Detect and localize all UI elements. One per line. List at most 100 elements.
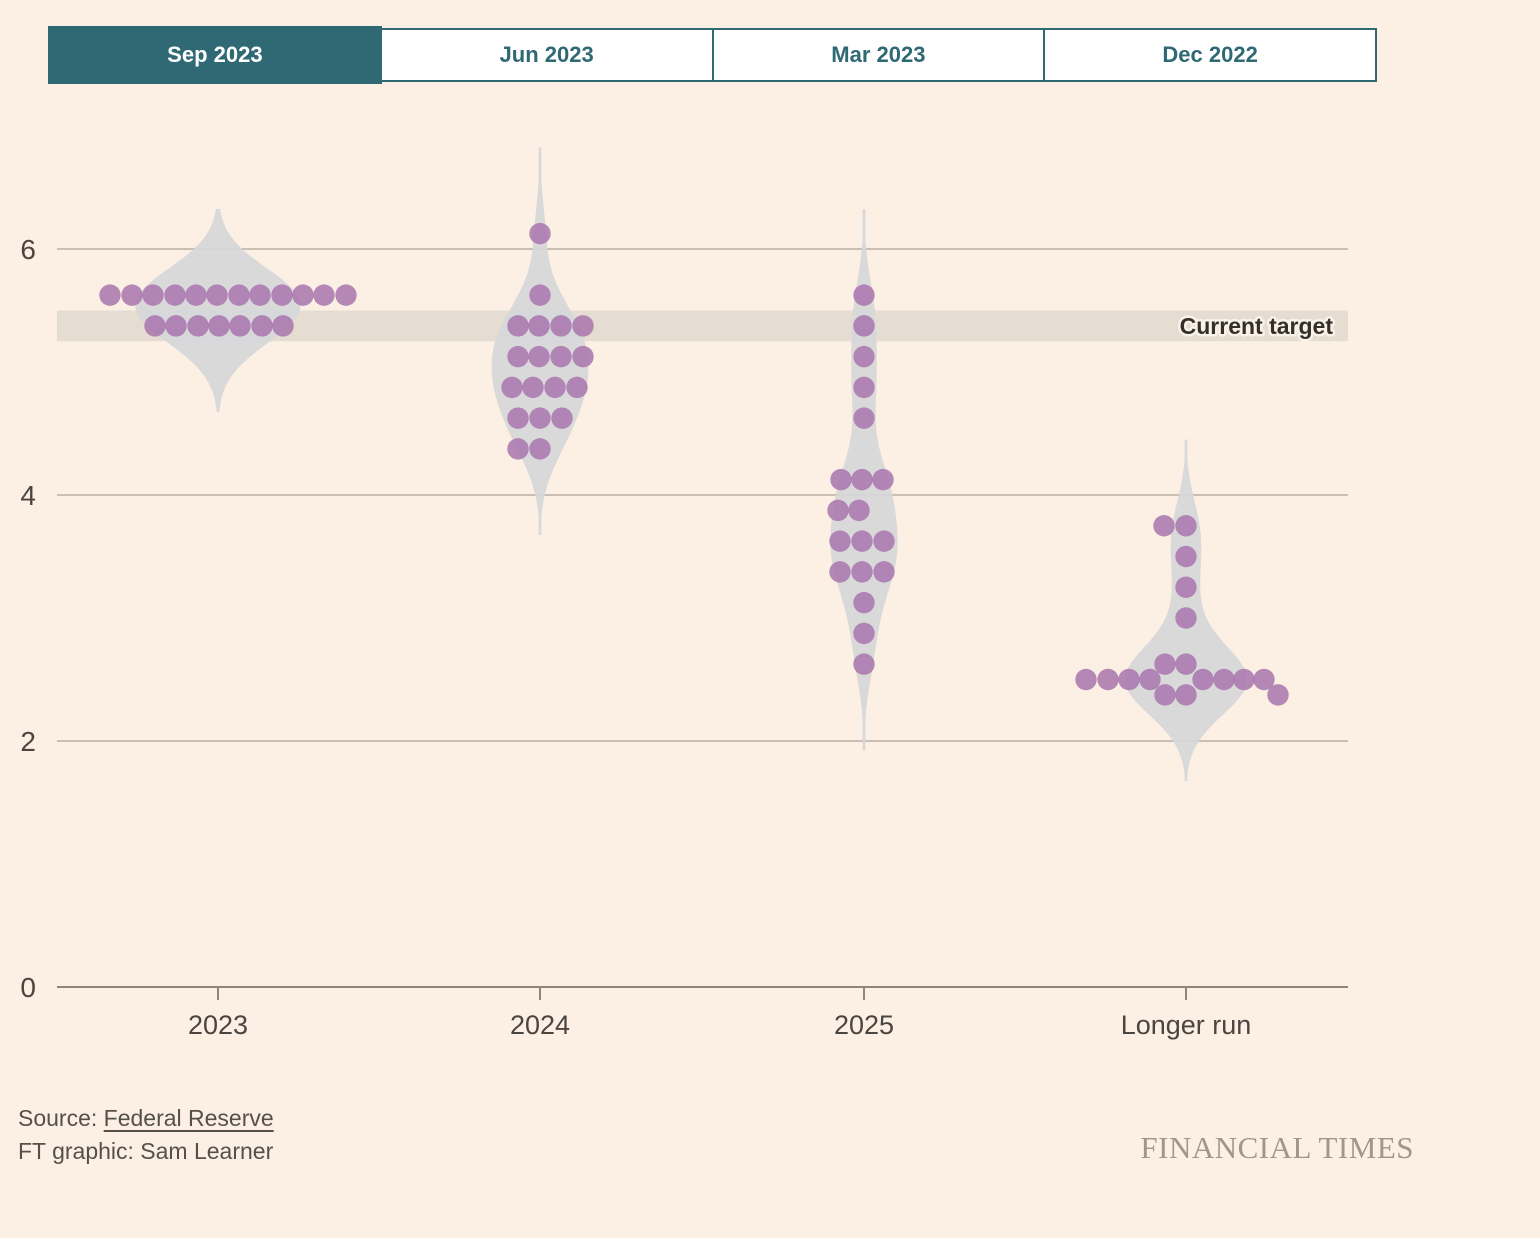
- dot: [228, 284, 250, 306]
- x-axis: 2023 2024 2025 Longer run: [57, 986, 1348, 1040]
- dot: [853, 284, 875, 306]
- dot: [851, 561, 873, 583]
- dot: [1097, 668, 1119, 691]
- dot: [1075, 668, 1097, 691]
- dot: [848, 499, 870, 522]
- dot: [1175, 607, 1197, 629]
- dot: [1175, 576, 1197, 598]
- dot: [1154, 684, 1176, 706]
- dot: [853, 591, 875, 614]
- source-note: Source: Federal Reserve FT graphic: Sam …: [18, 1102, 274, 1168]
- violin-2024: [491, 147, 589, 535]
- dot: [853, 376, 875, 399]
- dot: [507, 407, 529, 429]
- y-tick-label: 6: [20, 234, 36, 265]
- dot: [501, 376, 523, 399]
- dot: [1139, 668, 1161, 691]
- dot: [1153, 515, 1175, 537]
- dot: [528, 345, 550, 368]
- dot: [1175, 515, 1197, 537]
- dot: [1253, 668, 1275, 691]
- dot: [187, 315, 209, 337]
- dot: [507, 438, 529, 460]
- dot: [1118, 668, 1140, 691]
- source-line: Source: Federal Reserve: [18, 1102, 274, 1135]
- dot: [544, 376, 566, 399]
- dot: [144, 315, 166, 337]
- dot: [313, 284, 335, 306]
- dot: [251, 315, 273, 337]
- dot: [829, 561, 851, 583]
- dot: [1267, 684, 1289, 706]
- credit-line: FT graphic: Sam Learner: [18, 1138, 274, 1164]
- dot: [1233, 668, 1255, 691]
- dot: [851, 530, 873, 552]
- dot: [550, 345, 572, 368]
- dot: [185, 284, 207, 306]
- dot: [529, 284, 551, 306]
- current-target-label: Current target: [1180, 313, 1334, 339]
- x-tick-label: 2024: [510, 1010, 570, 1040]
- dot: [249, 284, 271, 306]
- dot: [121, 284, 143, 306]
- dot: [528, 315, 550, 337]
- dot: [142, 284, 164, 306]
- tab-mar-2023[interactable]: Mar 2023: [711, 28, 1046, 82]
- dot: [550, 315, 572, 337]
- dot: [853, 345, 875, 368]
- dot: [99, 284, 121, 306]
- ft-logo: FINANCIAL TIMES: [1140, 1130, 1414, 1165]
- source-label: Source:: [18, 1105, 104, 1131]
- y-tick-label: 2: [20, 726, 36, 757]
- dot: [165, 315, 187, 337]
- violin-2023: [135, 209, 301, 412]
- source-link[interactable]: Federal Reserve: [103, 1105, 274, 1131]
- tab-dec-2022[interactable]: Dec 2022: [1043, 28, 1377, 82]
- dot: [1192, 668, 1214, 691]
- dot: [853, 622, 875, 645]
- dot: [507, 345, 529, 368]
- dot: [529, 407, 551, 429]
- dot: [830, 468, 852, 491]
- dot: [551, 407, 573, 429]
- dot: [292, 284, 314, 306]
- dot: [208, 315, 230, 337]
- dot: [1213, 668, 1235, 691]
- dot: [206, 284, 228, 306]
- dot-plot-chart: 0 2 4 6 2023 2024 2025 Longer run Current targ…: [20, 147, 1348, 1040]
- x-tick-label: 2023: [188, 1010, 248, 1040]
- dot: [873, 530, 895, 552]
- tab-jun-2023[interactable]: Jun 2023: [379, 28, 714, 82]
- tab-sep-2023[interactable]: Sep 2023: [48, 26, 382, 84]
- dot: [853, 407, 875, 429]
- dot: [827, 499, 849, 522]
- dot: [566, 376, 588, 399]
- gridlines: 0 2 4 6: [20, 234, 1348, 1003]
- dot: [829, 530, 851, 552]
- dot: [572, 345, 594, 368]
- dot: [1175, 684, 1197, 706]
- x-tick-label: Longer run: [1121, 1010, 1252, 1040]
- dot: [851, 468, 873, 491]
- projection-dots: [99, 222, 1289, 706]
- dot: [1154, 653, 1176, 675]
- y-tick-label: 4: [20, 480, 36, 511]
- x-tick-label: 2025: [834, 1010, 894, 1040]
- dot: [507, 315, 529, 337]
- dot: [229, 315, 251, 337]
- dot: [529, 222, 551, 245]
- dot: [872, 468, 894, 491]
- dot: [1175, 545, 1197, 568]
- dot: [853, 315, 875, 337]
- dot: [272, 315, 294, 337]
- dot: [522, 376, 544, 399]
- dot: [572, 315, 594, 337]
- dot: [1175, 653, 1197, 675]
- dot: [164, 284, 186, 306]
- dot: [853, 653, 875, 675]
- dot: [335, 284, 357, 306]
- dot: [529, 438, 551, 460]
- dot: [271, 284, 293, 306]
- y-tick-label: 0: [20, 972, 36, 1003]
- dot: [873, 561, 895, 583]
